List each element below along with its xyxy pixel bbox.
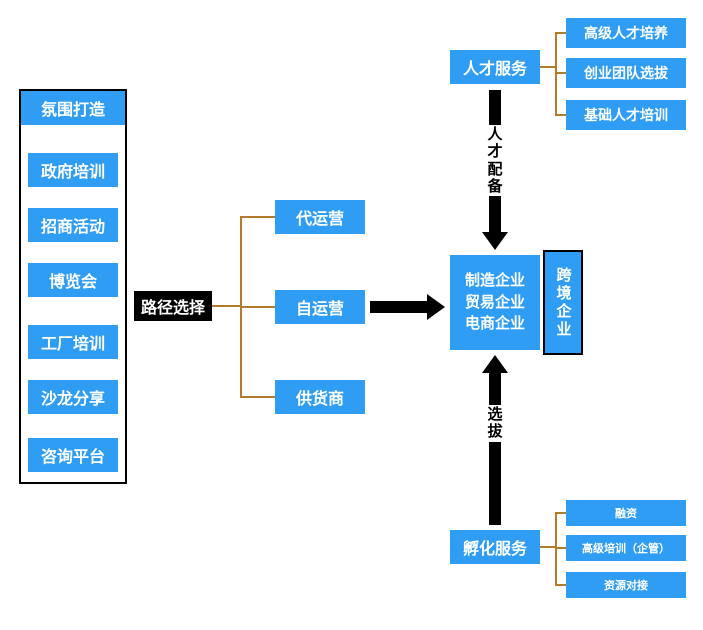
center-line: 贸易企业 [465,292,525,314]
bottom-item-text: 高级培训（企管） [582,540,670,556]
top-item: 创业团队选拔 [566,58,686,88]
bottom-item: 融资 [566,500,686,526]
top-item-text: 基础人才培训 [584,105,668,125]
left-item: 工厂培训 [28,325,118,359]
center-line: 制造企业 [465,270,525,292]
top-item-text: 高级人才培养 [584,23,668,43]
center-line: 电商企业 [465,313,525,335]
left-item-text: 政府培训 [41,158,105,182]
bottom-item: 资源对接 [566,572,686,598]
incubation-service-label: 孵化服务 [450,530,540,564]
left-item-text: 咨询平台 [41,443,105,467]
center-enterprise-box: 制造企业 贸易企业 电商企业 [450,255,540,350]
bracket-bottom-stem [540,546,555,548]
left-item: 招商活动 [28,208,118,242]
bracket-tip [555,32,566,34]
mid-item-text: 供货商 [296,385,344,409]
bracket-tip [555,72,566,74]
arrow-mid-to-center [370,297,445,317]
bottom-item: 高级培训（企管） [566,535,686,561]
bracket-top [555,33,557,115]
left-header-text: 氛围打造 [41,96,105,120]
left-item-text: 工厂培训 [41,330,105,354]
bracket-path-stem [212,305,240,307]
left-item-text: 沙龙分享 [41,385,105,409]
left-header: 氛围打造 [19,89,127,125]
bracket-tip [555,584,566,586]
bracket-tip [555,114,566,116]
bracket-tip [555,547,566,549]
left-item: 咨询平台 [28,438,118,472]
left-item: 政府培训 [28,153,118,187]
bottom-item-text: 融资 [615,505,637,521]
mid-item: 供货商 [275,380,365,414]
bracket-bottom [555,513,557,585]
path-label-text: 路径选择 [141,294,205,318]
left-item-text: 招商活动 [41,213,105,237]
top-item: 高级人才培养 [566,18,686,48]
side-cross-border-box: 跨境企业 [543,250,583,355]
bottom-item-text: 资源对接 [604,577,648,593]
talent-service-label: 人才服务 [450,50,540,84]
incubation-service-text: 孵化服务 [463,535,527,559]
bracket-tip [240,306,275,308]
bracket-tip [240,396,275,398]
arrow-bottom-label: 选拔 [485,405,505,442]
left-item: 沙龙分享 [28,380,118,414]
bracket-tip [555,512,566,514]
top-item-text: 创业团队选拔 [584,63,668,83]
bracket-top-stem [540,66,555,68]
side-box-text: 跨境企业 [553,267,574,339]
mid-item: 代运营 [275,200,365,234]
talent-service-text: 人才服务 [463,55,527,79]
top-item: 基础人才培训 [566,100,686,130]
bracket-tip [240,216,275,218]
path-label: 路径选择 [134,291,212,321]
arrow-top-label: 人才配备 [485,125,505,196]
left-item: 博览会 [28,263,118,297]
mid-item-text: 代运营 [296,205,344,229]
left-item-text: 博览会 [49,268,97,292]
mid-item: 自运营 [275,290,365,324]
mid-item-text: 自运营 [296,295,344,319]
center-lines: 制造企业 贸易企业 电商企业 [465,270,525,335]
